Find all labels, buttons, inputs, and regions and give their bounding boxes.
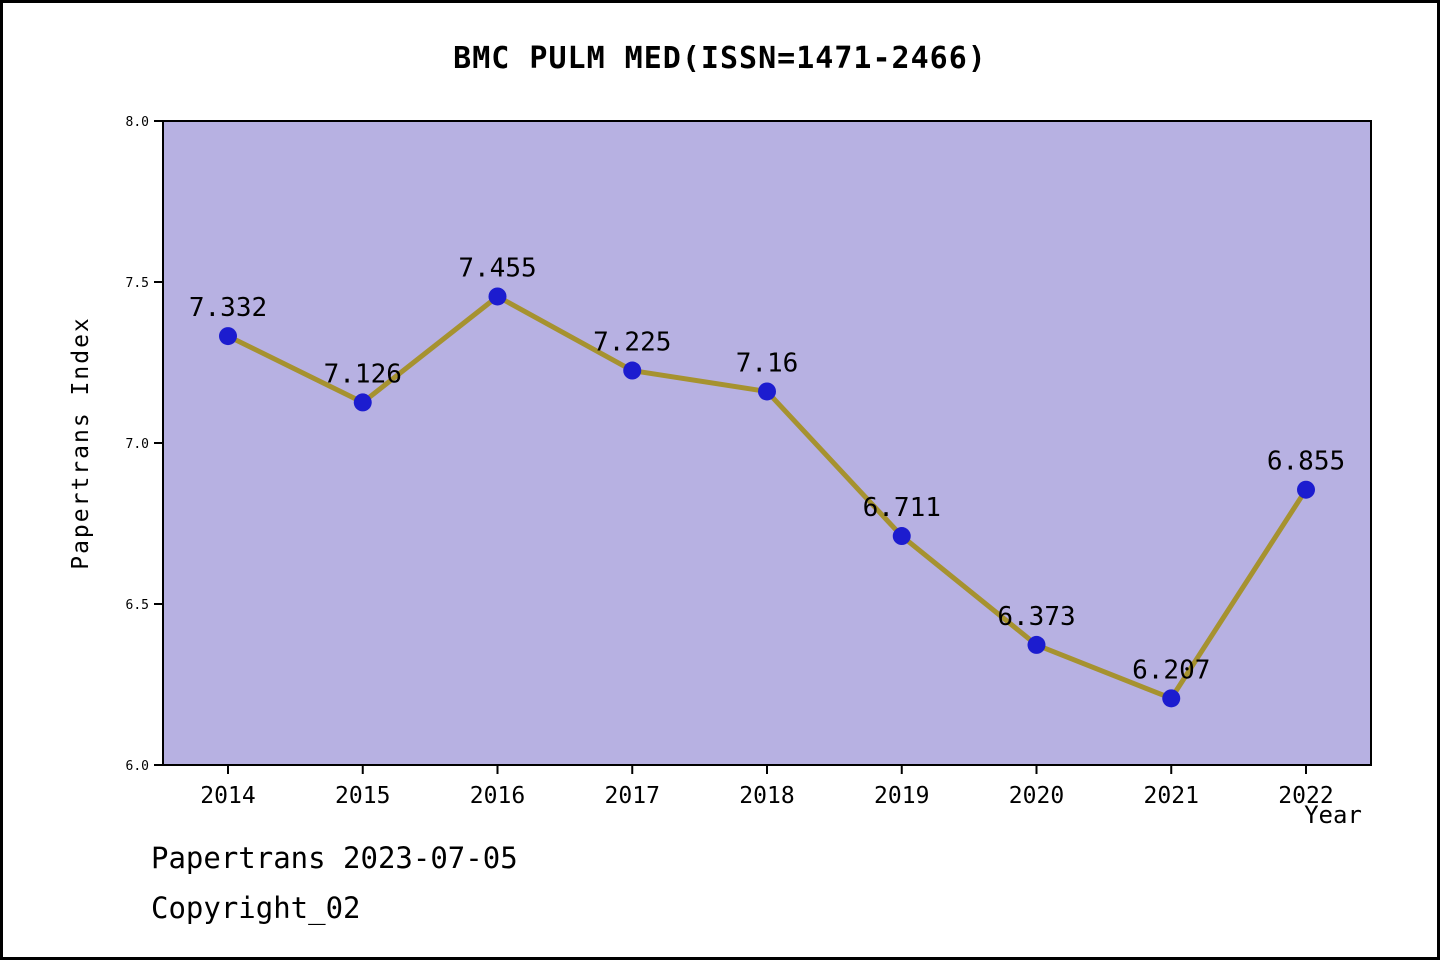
x-tick-label: 2021 bbox=[1144, 783, 1199, 809]
y-tick-label: 6.0 bbox=[126, 759, 149, 774]
data-point-label: 7.126 bbox=[324, 359, 402, 389]
x-tick-label: 2020 bbox=[1009, 783, 1064, 809]
footer-date: Papertrans 2023-07-05 bbox=[151, 841, 518, 875]
data-point bbox=[1162, 689, 1181, 708]
data-point-label: 7.455 bbox=[458, 253, 536, 283]
data-point bbox=[488, 287, 507, 306]
plot-area bbox=[162, 120, 1372, 766]
x-tick-label: 2019 bbox=[874, 783, 929, 809]
data-point bbox=[219, 327, 237, 346]
data-point-label: 6.855 bbox=[1267, 447, 1345, 477]
data-point bbox=[1027, 635, 1046, 654]
x-tick-label: 2018 bbox=[739, 783, 794, 809]
data-point bbox=[892, 527, 911, 546]
data-point-label: 7.225 bbox=[593, 328, 671, 358]
x-tick-label: 2022 bbox=[1278, 783, 1333, 809]
data-point bbox=[1297, 480, 1315, 499]
x-tick-label: 2014 bbox=[200, 783, 255, 809]
data-point-label: 7.16 bbox=[736, 348, 799, 378]
y-tick-label: 6.5 bbox=[126, 598, 149, 613]
data-point bbox=[758, 382, 776, 401]
chart-title: BMC PULM MED(ISSN=1471-2466) bbox=[453, 41, 987, 76]
y-tick-label: 7.0 bbox=[126, 437, 149, 452]
x-axis-label: Year bbox=[1304, 801, 1362, 829]
y-tick-label: 8.0 bbox=[126, 115, 149, 130]
y-axis-label: Papertrans Index bbox=[68, 316, 94, 570]
y-tick-label: 7.5 bbox=[126, 276, 149, 291]
x-tick-label: 2017 bbox=[605, 783, 660, 809]
line-chart: 6.0 6.5 7.0 7.5 8.0 2014 2015 2016 2017 2018 2019 2… bbox=[126, 115, 1372, 809]
data-point-label: 6.373 bbox=[997, 602, 1075, 632]
data-point-label: 6.207 bbox=[1132, 655, 1210, 685]
data-point-label: 6.711 bbox=[863, 493, 941, 523]
data-point bbox=[623, 361, 642, 380]
footer-copyright: Copyright_02 bbox=[151, 891, 361, 925]
data-point-label: 7.332 bbox=[189, 293, 267, 323]
x-tick-label: 2015 bbox=[335, 783, 390, 809]
x-tick-label: 2016 bbox=[470, 783, 525, 809]
data-point bbox=[353, 393, 372, 412]
